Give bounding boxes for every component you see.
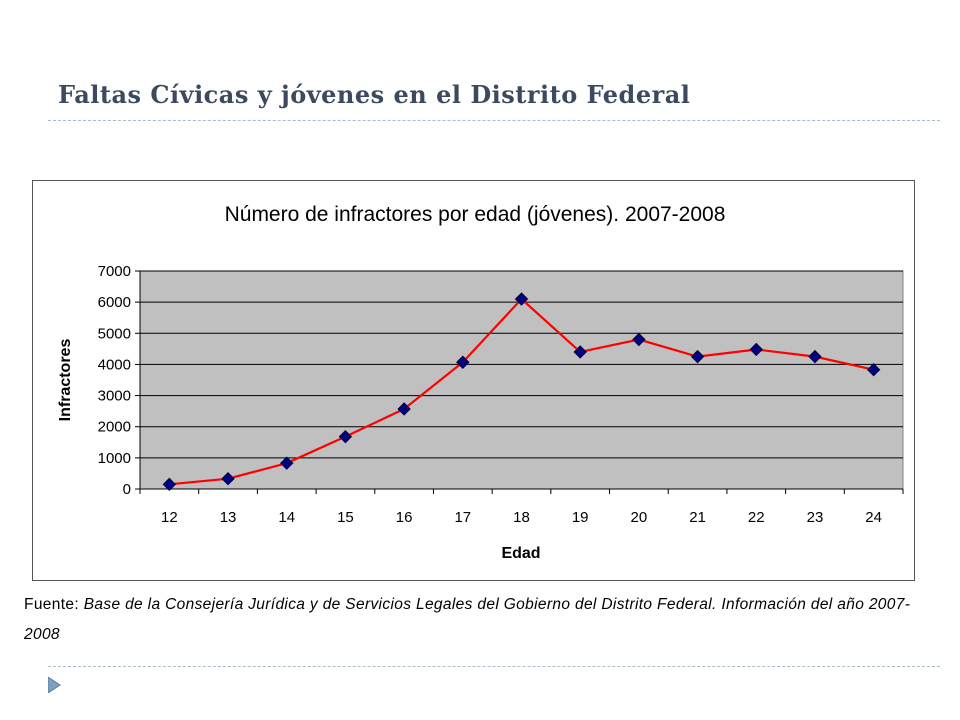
- source-note: Fuente: Base de la Consejería Jurídica y…: [24, 590, 939, 650]
- y-tick-label: 6000: [98, 294, 131, 311]
- x-tick-label: 16: [396, 509, 413, 526]
- y-tick-label: 1000: [98, 450, 131, 467]
- x-tick-label: 21: [689, 509, 706, 526]
- y-tick-label: 7000: [98, 263, 131, 280]
- x-axis-label: Edad: [501, 545, 540, 562]
- y-tick-label: 5000: [98, 325, 131, 342]
- footer-divider: [48, 666, 940, 667]
- chart-title: Número de infractores por edad (jóvenes)…: [225, 203, 726, 226]
- data-point-marker: [690, 349, 705, 364]
- source-label: Fuente:: [24, 596, 80, 613]
- y-axis-label: Infractores: [57, 339, 74, 422]
- data-point-marker: [280, 456, 294, 470]
- data-point-marker: [456, 355, 470, 369]
- x-tick-label: 22: [748, 509, 765, 526]
- x-tick-label: 13: [220, 509, 237, 526]
- x-tick-label: 20: [631, 509, 648, 526]
- data-point-marker: [866, 363, 881, 377]
- x-tick-label: 24: [865, 509, 882, 526]
- data-point-marker: [749, 342, 763, 357]
- data-point-marker: [514, 292, 529, 306]
- line-chart: 0 1000 2000 3000 4000 5000 6000 7000 12 13 14 15 16 1…: [57, 203, 904, 562]
- data-point-marker: [162, 477, 177, 492]
- data-point-marker: [338, 429, 353, 444]
- y-tick-label: 2000: [98, 419, 131, 436]
- slide-title: Faltas Cívicas y jóvenes en el Distrito …: [58, 80, 691, 109]
- x-tick-label: 18: [513, 509, 530, 526]
- x-tick-label: 19: [572, 509, 589, 526]
- x-tick-label: 14: [278, 509, 295, 526]
- data-point-marker: [632, 332, 646, 347]
- chart-container: 0 1000 2000 3000 4000 5000 6000 7000 12 13 14 15 16 1…: [32, 180, 915, 581]
- y-tick-label: 4000: [98, 356, 131, 373]
- data-point-marker: [397, 402, 411, 416]
- plot-area: [139, 270, 904, 490]
- x-tick-label: 12: [161, 509, 178, 526]
- x-tick-label: 23: [807, 509, 824, 526]
- title-divider: [48, 120, 940, 121]
- x-tick-label: 15: [337, 509, 354, 526]
- source-text: Base de la Consejería Jurídica y de Serv…: [24, 596, 911, 643]
- y-tick-label: 0: [123, 481, 131, 498]
- y-tick-label: 3000: [98, 388, 131, 405]
- data-point-marker: [808, 349, 822, 364]
- data-point-marker: [221, 472, 235, 486]
- bullet-arrow-icon: [48, 677, 61, 693]
- data-point-marker: [573, 345, 587, 359]
- x-tick-label: 17: [454, 509, 471, 526]
